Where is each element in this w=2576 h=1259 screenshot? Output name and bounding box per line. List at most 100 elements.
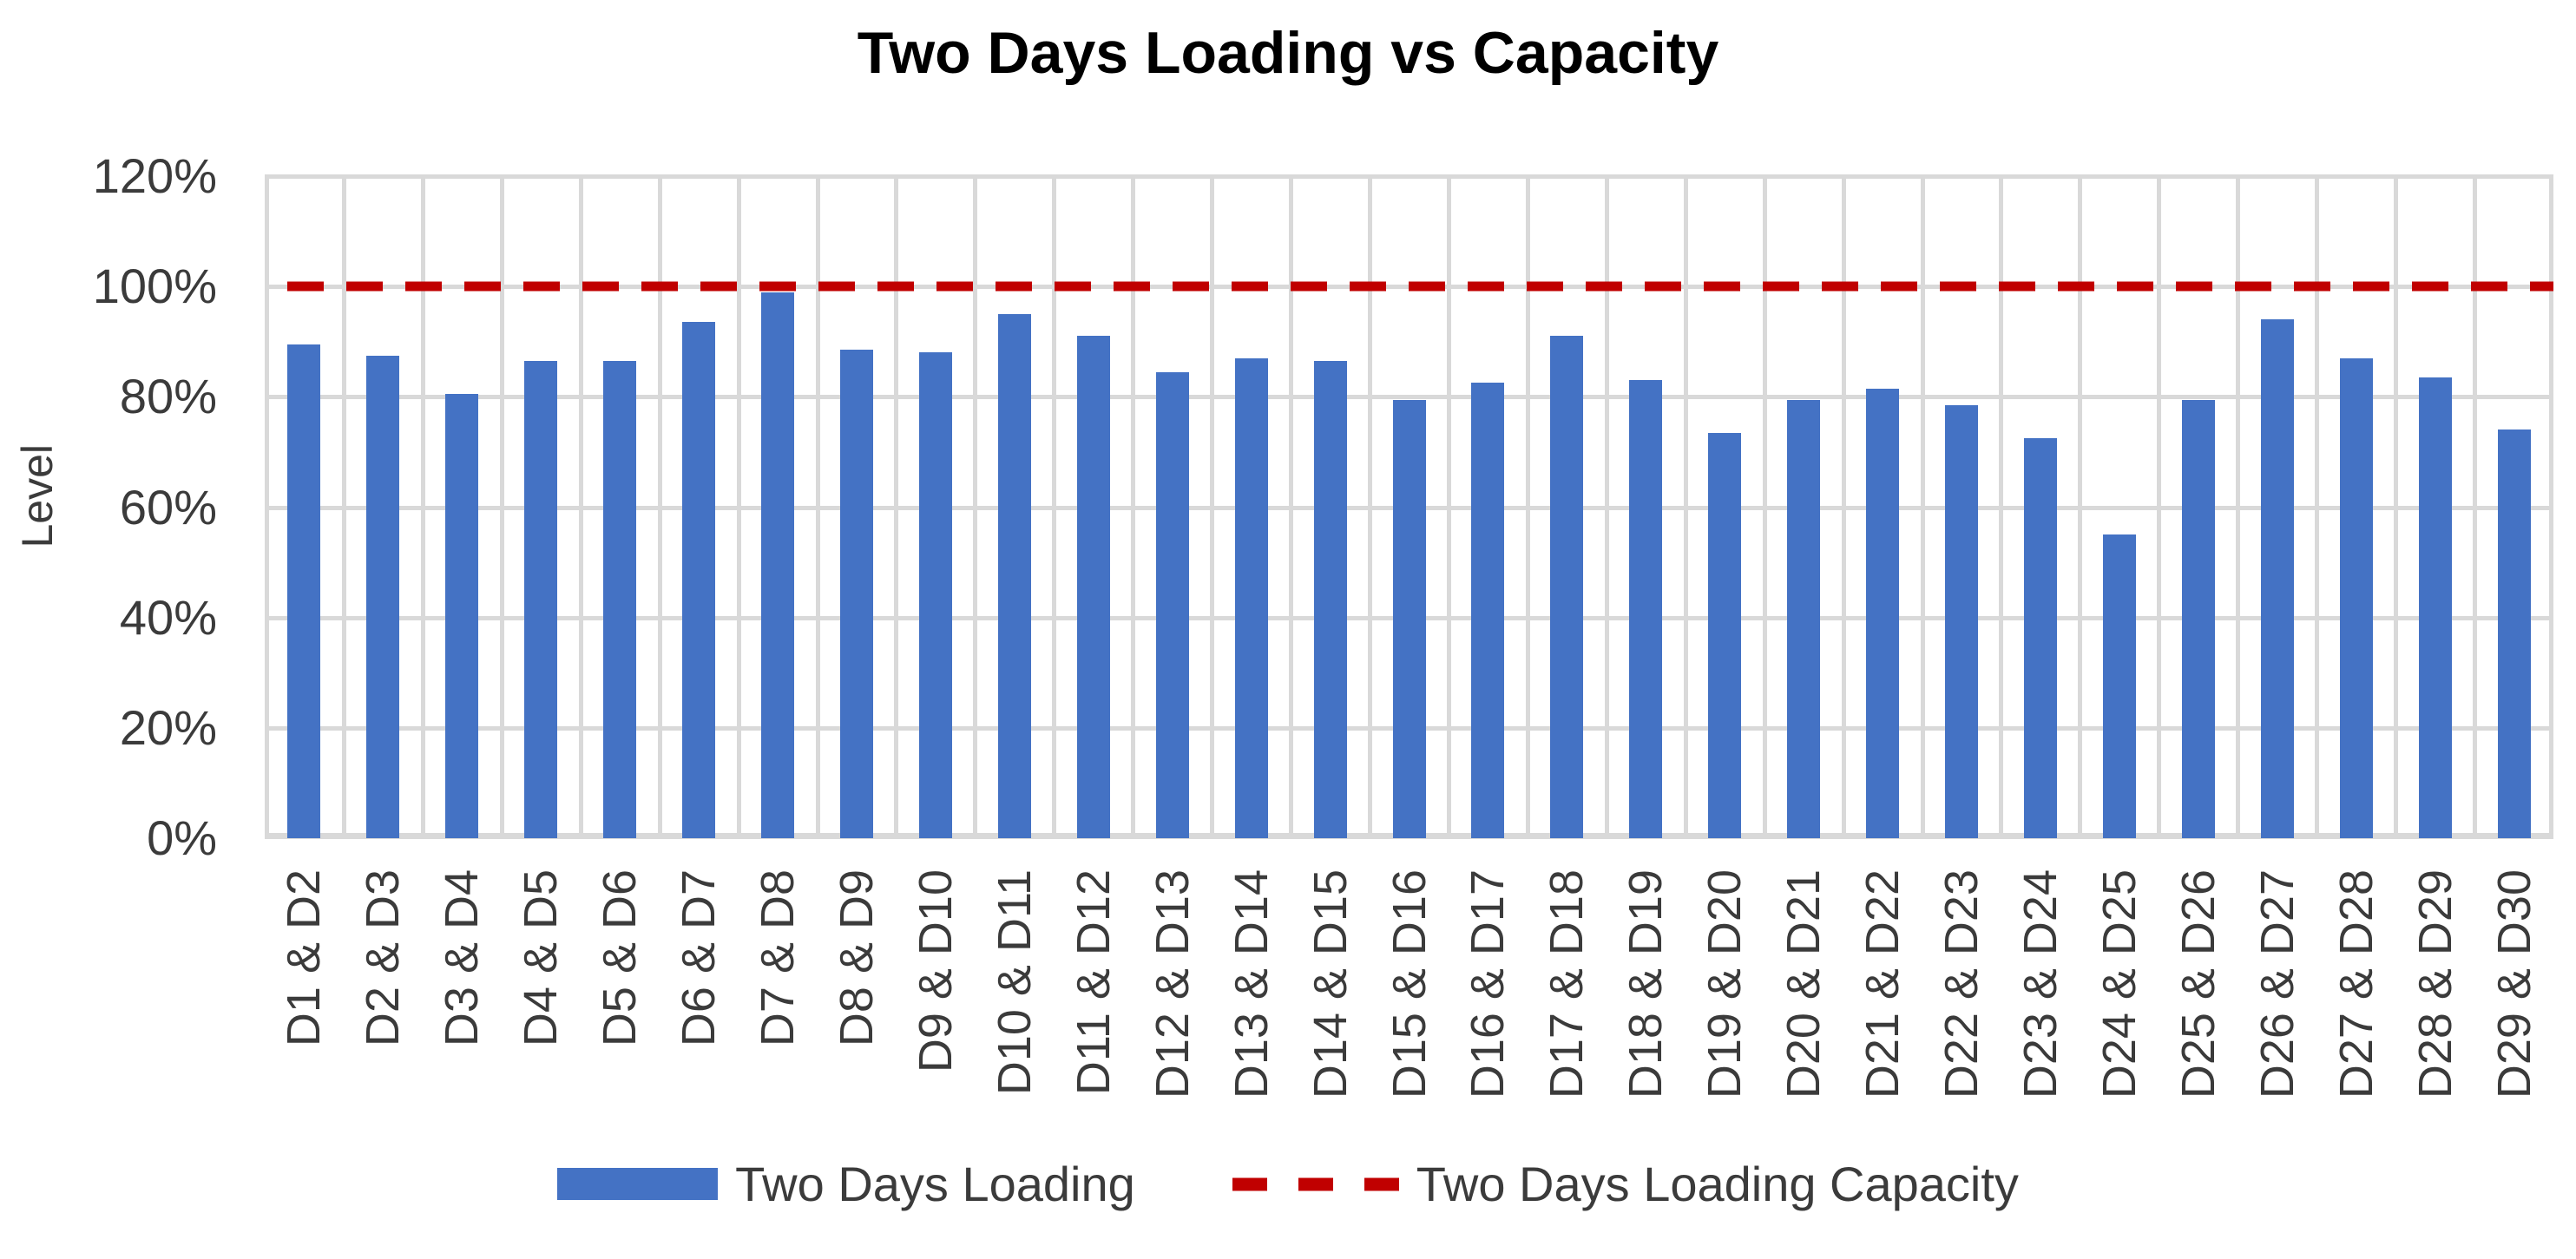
x-axis-tick-label: D15 & D16: [1383, 869, 1436, 1099]
x-axis-tick-label: D7 & D8: [752, 869, 804, 1047]
x-axis-tick-label: D9 & D10: [910, 869, 962, 1073]
x-axis-tick-label: D1 & D2: [278, 869, 330, 1047]
bar-two-days-loading: [1393, 400, 1426, 838]
gridline-vertical: [816, 176, 820, 838]
gridline-vertical: [1842, 176, 1846, 838]
x-axis-tick-label: D18 & D19: [1620, 869, 1672, 1099]
bar-two-days-loading: [1629, 380, 1662, 838]
bar-two-days-loading: [2182, 400, 2215, 838]
bar-two-days-loading: [1945, 405, 1978, 838]
bar-two-days-loading: [1866, 389, 1899, 838]
y-axis-tick-label: 60%: [119, 480, 217, 534]
bar-two-days-loading: [2419, 377, 2452, 838]
gridline-vertical: [421, 176, 425, 838]
x-axis-tick-label: D27 & D28: [2330, 869, 2382, 1099]
legend-item-capacity: Two Days Loading Capacity: [1232, 1156, 2019, 1212]
bar-two-days-loading: [2103, 534, 2136, 838]
gridline-vertical: [894, 176, 898, 838]
x-axis-tick-label: D17 & D18: [1541, 869, 1593, 1099]
gridline-vertical: [265, 176, 269, 838]
x-axis-tick-label: D14 & D15: [1304, 869, 1357, 1099]
x-axis-tick-label: D20 & D21: [1778, 869, 1830, 1099]
legend-item-two-days-loading: Two Days Loading: [557, 1156, 1135, 1212]
gridline-vertical: [658, 176, 662, 838]
x-axis-tick-label: D6 & D7: [673, 869, 725, 1047]
gridline-vertical: [500, 176, 504, 838]
gridline-vertical: [1684, 176, 1688, 838]
x-axis-tick-label: D22 & D23: [1935, 869, 1988, 1099]
x-axis-tick-label: D24 & D25: [2093, 869, 2146, 1099]
x-axis-tick-label: D2 & D3: [357, 869, 409, 1047]
gridline-vertical: [737, 176, 741, 838]
bar-two-days-loading: [919, 352, 952, 838]
bar-two-days-loading: [1708, 433, 1741, 838]
gridline-vertical: [1368, 176, 1372, 838]
gridline-vertical: [1289, 176, 1293, 838]
gridline-vertical: [2549, 176, 2553, 838]
legend: Two Days Loading Two Days Loading Capaci…: [0, 1156, 2576, 1212]
gridline-vertical: [1921, 176, 1925, 838]
x-axis-tick-label: D5 & D6: [594, 869, 646, 1047]
bar-two-days-loading: [2340, 358, 2373, 838]
x-axis-tick-label: D13 & D14: [1226, 869, 1278, 1099]
y-axis-tick-label: 0%: [147, 810, 217, 865]
y-axis-tick-label: 100%: [92, 259, 217, 313]
y-axis-tick-label: 40%: [119, 590, 217, 645]
y-axis-tick-label: 80%: [119, 369, 217, 423]
gridline-vertical: [342, 176, 346, 838]
x-axis-tick-label: D3 & D4: [436, 869, 488, 1047]
gridline-vertical: [1605, 176, 1609, 838]
gridline-vertical: [579, 176, 583, 838]
gridline-vertical: [1526, 176, 1530, 838]
bar-two-days-loading: [840, 350, 873, 838]
gridline-vertical: [1131, 176, 1135, 838]
x-axis-tick-label: D25 & D26: [2172, 869, 2224, 1099]
x-axis-tick-label: D16 & D17: [1462, 869, 1514, 1099]
bar-two-days-loading: [761, 292, 794, 838]
gridline-vertical: [1999, 176, 2003, 838]
legend-label-two-days-loading: Two Days Loading: [735, 1157, 1135, 1211]
bar-two-days-loading: [1787, 400, 1820, 838]
gridline-vertical: [1447, 176, 1451, 838]
bar-two-days-loading: [1471, 383, 1504, 838]
x-axis-tick-label: D26 & D27: [2251, 869, 2303, 1099]
bar-two-days-loading: [1550, 336, 1583, 838]
x-axis-tick-label: D28 & D29: [2409, 869, 2461, 1099]
gridline-vertical: [1052, 176, 1056, 838]
bar-two-days-loading: [2024, 438, 2057, 838]
gridline-vertical: [2236, 176, 2240, 838]
legend-dash-swatch-icon: [1232, 1177, 1399, 1190]
x-axis-tick-label: D29 & D30: [2488, 869, 2540, 1099]
bar-two-days-loading: [1156, 372, 1189, 838]
bar-two-days-loading: [2261, 319, 2294, 838]
bar-two-days-loading: [1077, 336, 1110, 838]
gridline-vertical: [973, 176, 977, 838]
x-axis-tick-label: D10 & D11: [989, 869, 1041, 1096]
gridline-horizontal: [265, 395, 2553, 399]
gridline-horizontal: [265, 174, 2553, 179]
bar-two-days-loading: [445, 394, 478, 838]
gridline-vertical: [2473, 176, 2477, 838]
gridline-vertical: [1210, 176, 1214, 838]
y-axis-tick-label: 120%: [92, 148, 217, 203]
gridline-vertical: [2157, 176, 2161, 838]
bar-two-days-loading: [366, 356, 399, 838]
x-axis-tick-label: D23 & D24: [2014, 869, 2067, 1099]
bar-two-days-loading: [1235, 358, 1268, 838]
x-axis-tick-label: D8 & D9: [831, 869, 883, 1047]
legend-bar-swatch-icon: [557, 1168, 719, 1200]
x-axis-tick-label: D19 & D20: [1699, 869, 1751, 1099]
bar-two-days-loading: [2498, 430, 2531, 838]
gridline-vertical: [2315, 176, 2319, 838]
chart-title: Two Days Loading vs Capacity: [857, 20, 1719, 86]
bar-two-days-loading: [998, 314, 1031, 838]
legend-label-capacity: Two Days Loading Capacity: [1416, 1157, 2019, 1211]
gridline-vertical: [2078, 176, 2082, 838]
x-axis-tick-label: D21 & D22: [1856, 869, 1909, 1099]
x-axis-tick-label: D11 & D12: [1068, 869, 1120, 1096]
capacity-line: [265, 281, 2553, 292]
bar-two-days-loading: [682, 322, 715, 838]
x-axis-tick-label: D12 & D13: [1147, 869, 1199, 1099]
bar-two-days-loading: [524, 361, 557, 838]
plot-area: [265, 174, 2553, 839]
